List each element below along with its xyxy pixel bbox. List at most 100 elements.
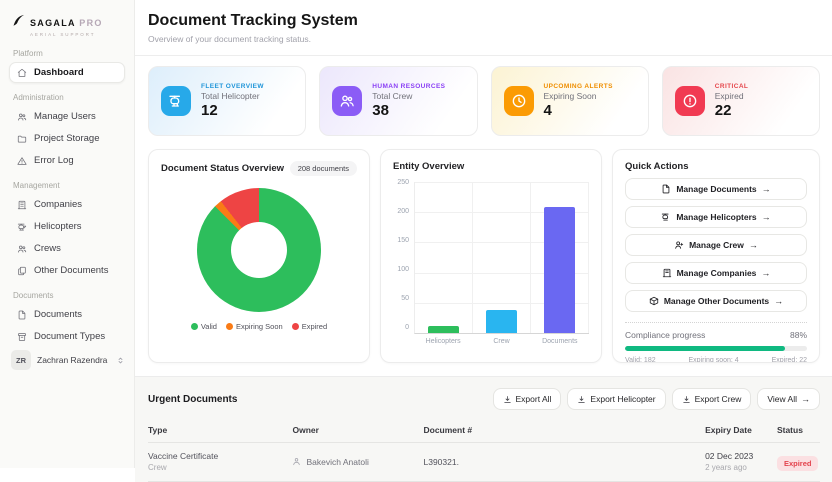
compliance-progress-bar	[625, 346, 807, 351]
stat-category: FLEET OVERVIEW	[201, 83, 264, 90]
sidebar: SAGALA PRO AERIAL SUPPORT Platform Dashb…	[0, 0, 135, 468]
sidebar-item-project-storage[interactable]: Project Storage	[9, 128, 125, 149]
stat-label: Expired	[714, 91, 744, 101]
document-number-cell: L390321.	[423, 456, 459, 467]
clock-icon	[503, 86, 534, 116]
sidebar-item-documents[interactable]: Documents	[9, 304, 125, 325]
stat-value: 4	[543, 102, 552, 119]
nav-section-management: Management	[13, 181, 60, 190]
page-header: Document Tracking System Overview of you…	[135, 0, 832, 56]
sidebar-item-other-documents[interactable]: Other Documents	[9, 260, 125, 281]
bar-chart-plot-area	[414, 182, 589, 334]
column-header-type: Type	[148, 425, 168, 435]
column-header-document-number: Document #	[423, 425, 473, 435]
sidebar-item-manage-users[interactable]: Manage Users	[9, 106, 125, 127]
urgent-documents-section: Urgent Documents Export All Export Helic…	[135, 376, 832, 482]
charts-row: Document Status Overview 208 documents V…	[148, 149, 820, 363]
export-crew-button[interactable]: Export Crew	[671, 388, 752, 410]
urgent-documents-title: Urgent Documents	[148, 393, 238, 405]
status-badge: Expired	[776, 455, 819, 471]
package-icon	[649, 296, 658, 306]
legend-item-expiring-soon: Expiring Soon	[225, 322, 283, 331]
stat-label: Expiring Soon	[543, 91, 597, 101]
owner-cell: Bakevich Anatoli	[292, 457, 423, 467]
sidebar-item-crews[interactable]: Crews	[9, 238, 125, 259]
helicopter-icon	[161, 86, 191, 116]
stat-card-critical: CRITICAL Expired 22	[661, 66, 820, 136]
home-icon	[17, 68, 27, 77]
export-all-button[interactable]: Export All	[492, 388, 562, 410]
view-all-button[interactable]: View All →	[757, 388, 820, 410]
manage-other-documents-button[interactable]: Manage Other Documents →	[625, 290, 807, 312]
sidebar-item-label: Document Types	[34, 331, 106, 342]
stat-category: UPCOMING ALERTS	[543, 83, 613, 90]
sidebar-item-label: Project Storage	[34, 133, 100, 144]
users-icon	[18, 113, 27, 120]
folder-icon	[17, 135, 27, 142]
bar-helicopters	[427, 325, 460, 333]
helicopter-icon	[17, 223, 27, 230]
download-icon	[503, 395, 511, 403]
copy-icon	[18, 266, 26, 275]
gridline	[415, 242, 589, 244]
bar-chart: 250 200 150 100 50 0	[393, 179, 589, 334]
stat-value: 22	[714, 102, 732, 119]
expiry-date-cell: 02 Dec 2023 2 years ago	[705, 451, 754, 472]
sidebar-item-document-types[interactable]: Document Types	[9, 326, 125, 347]
table-row[interactable]: Vaccine Certificate Crew Bakevich Anatol…	[148, 443, 820, 482]
export-helicopter-button[interactable]: Export Helicopter	[567, 388, 666, 410]
bar-column-crew	[473, 182, 531, 333]
bar-chart-y-axis: 250 200 150 100 50 0	[397, 179, 409, 331]
stat-cards-row: FLEET OVERVIEW Total Helicopter 12 HUMAN…	[148, 66, 820, 136]
building-icon	[662, 268, 671, 278]
stat-category: CRITICAL	[714, 83, 749, 90]
bar-chart-x-axis: Helicopters Crew Documents	[425, 338, 578, 345]
manage-helicopters-button[interactable]: Manage Helicopters →	[625, 206, 807, 228]
compliance-valid-count: Valid: 182	[625, 357, 656, 363]
urgent-documents-table: Type Owner Document # Expiry Date Status…	[148, 419, 820, 482]
arrow-right-icon: →	[774, 296, 784, 306]
manage-documents-button[interactable]: Manage Documents →	[625, 178, 807, 200]
arrow-right-icon: →	[761, 268, 771, 278]
nav-section-platform: Platform	[13, 49, 43, 58]
bird-logo-icon	[11, 13, 26, 28]
archive-box-icon	[18, 332, 26, 341]
type-cell: Vaccine Certificate Crew	[148, 451, 219, 472]
quick-actions-card: Quick Actions Manage Documents → Manage …	[612, 149, 820, 363]
manage-crew-button[interactable]: Manage Crew →	[625, 234, 807, 256]
person-icon	[293, 458, 301, 466]
arrow-right-icon: →	[748, 240, 758, 250]
sidebar-item-error-log[interactable]: Error Log	[9, 150, 125, 171]
user-name: Zachran Razendra	[37, 355, 108, 365]
sidebar-item-helicopters[interactable]: Helicopters	[9, 216, 125, 237]
sidebar-item-label: Dashboard	[34, 67, 84, 78]
compliance-expiring-count: Expiring soon: 4	[688, 357, 739, 363]
helicopter-icon	[662, 213, 669, 221]
bar-crew	[485, 310, 518, 333]
table-header-row: Type Owner Document # Expiry Date Status	[148, 419, 820, 443]
stat-category: HUMAN RESOURCES	[372, 83, 446, 90]
sidebar-item-companies[interactable]: Companies	[9, 194, 125, 215]
document-icon	[663, 184, 670, 194]
sidebar-item-dashboard[interactable]: Dashboard	[9, 62, 125, 83]
legend-item-valid: Valid	[190, 322, 217, 331]
sidebar-item-label: Other Documents	[34, 265, 109, 276]
column-header-status: Status	[776, 425, 803, 435]
nav-section-administration: Administration	[13, 93, 64, 102]
quick-actions-title: Quick Actions	[625, 161, 689, 172]
building-icon	[17, 200, 27, 209]
sidebar-item-label: Helicopters	[34, 221, 82, 232]
user-menu[interactable]: ZR Zachran Razendra	[9, 348, 127, 372]
document-status-card: Document Status Overview 208 documents V…	[148, 149, 370, 363]
arrow-right-icon: →	[761, 212, 771, 222]
manage-companies-button[interactable]: Manage Companies →	[625, 262, 807, 284]
warning-icon	[17, 156, 27, 165]
arrow-right-icon: →	[761, 184, 771, 194]
stat-card-human-resources: HUMAN RESOURCES Total Crew 38	[319, 66, 478, 136]
bar-chart-title: Entity Overview	[393, 161, 465, 172]
sidebar-item-label: Companies	[34, 199, 83, 210]
download-icon	[578, 395, 586, 403]
crew-icon	[332, 86, 363, 116]
users-icon	[18, 245, 27, 252]
